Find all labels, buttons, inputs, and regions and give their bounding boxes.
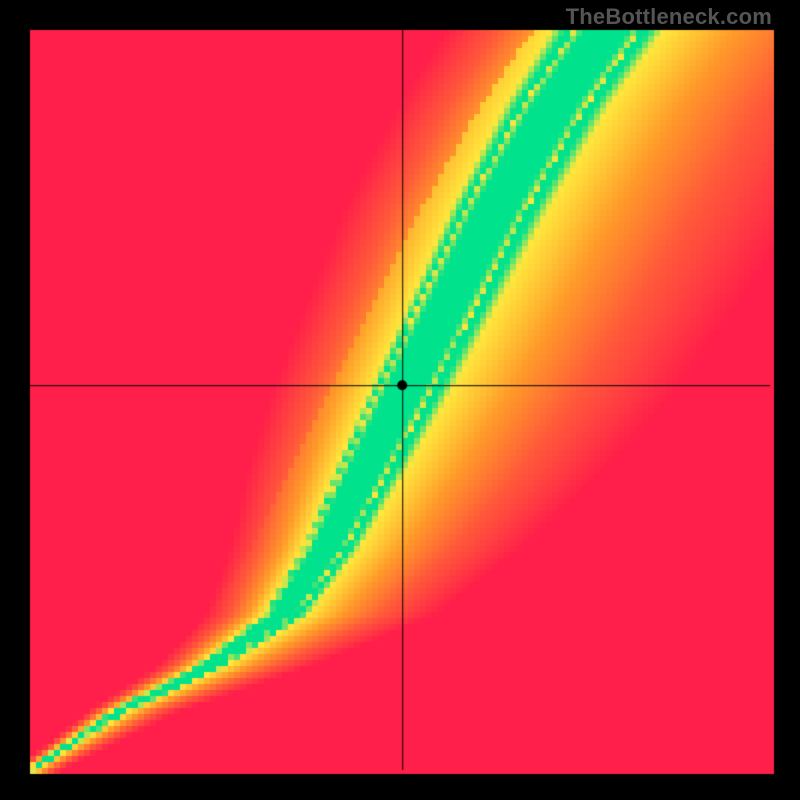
bottleneck-heatmap	[0, 0, 800, 800]
chart-container: TheBottleneck.com	[0, 0, 800, 800]
watermark-text: TheBottleneck.com	[566, 4, 772, 30]
